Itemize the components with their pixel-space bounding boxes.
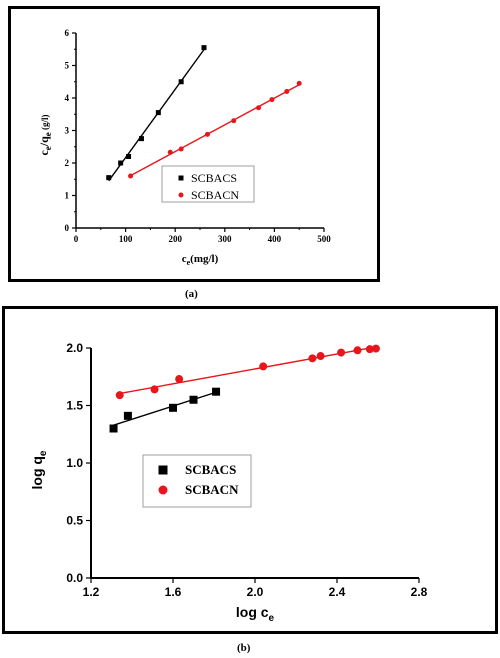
chart-a-point-scbacs <box>155 110 161 116</box>
chart-a-point-scbacs <box>138 136 144 142</box>
chart-b-legend-box <box>142 454 252 508</box>
chart-b-point-scbacn <box>115 391 124 400</box>
chart-b-x-tick-label: 1.6 <box>165 585 182 599</box>
chart-a-y-tick-label: 3 <box>65 126 70 136</box>
chart-b-point-scbacn <box>353 346 362 355</box>
chart-a-y-tick-label: 6 <box>65 28 70 38</box>
chart-b-y-tick-label: 1.5 <box>66 399 83 413</box>
chart-a-x-tick-label: 0 <box>74 234 79 244</box>
chart-a-point-scbacs <box>106 175 112 181</box>
chart-a-legend-box <box>161 165 255 203</box>
chart-b-point-scbacn <box>308 354 317 363</box>
chart-a-x-axis-label: ce(mg/l) <box>182 253 219 267</box>
chart-b-point-scbacn <box>259 362 268 371</box>
chart-b-point-scbacs <box>169 403 177 412</box>
chart-a-point-scbacn <box>167 149 173 155</box>
chart-b-x-tick-label: 2.4 <box>329 585 346 599</box>
chart-b-point-scbacn <box>365 345 374 354</box>
chart-a-point-scbacs <box>126 154 132 159</box>
chart-a-x-tick-label: 300 <box>218 234 232 244</box>
chart-a-legend-label-scbacs: SCBACS <box>191 171 237 185</box>
chart-b-legend-label-scbacn: SCBACN <box>185 482 239 497</box>
chart-b-point-scbacs <box>212 387 221 396</box>
chart-b-point-scbacn <box>175 375 184 384</box>
chart-a-legend-marker-scbacs <box>178 175 184 181</box>
chart-b-y-tick-label: 0.0 <box>66 571 83 585</box>
chart-a-point-scbacn <box>296 80 302 86</box>
chart-a-y-tick-label: 5 <box>65 61 70 71</box>
chart-b-y-tick-label: 1.0 <box>66 456 83 470</box>
chart-b-point-scbacs <box>109 424 118 433</box>
chart-b-point-scbacn <box>371 344 380 353</box>
chart-b-fit-line-scbacs <box>113 391 217 426</box>
chart-b-frame <box>2 306 498 634</box>
chart-b-legend-marker-scbacs <box>158 465 168 475</box>
chart-a-fit-line-scbacs <box>108 49 205 182</box>
chart-a-x-tick-label: 100 <box>119 234 133 244</box>
chart-a-y-axis-label: ce/qe (g/l) <box>37 114 53 155</box>
chart-a-y-tick-label: 0 <box>65 223 70 233</box>
chart-a-point-scbacs <box>118 160 124 166</box>
chart-b-legend-label-scbacs: SCBACS <box>185 462 236 477</box>
chart-a-point-scbacn <box>204 131 210 137</box>
chart-b-y-tick-label: 2.0 <box>66 341 83 355</box>
chart-a-point-scbacn <box>284 89 290 94</box>
chart-b-x-tick-label: 2.0 <box>247 585 264 599</box>
chart-a-y-tick-label: 4 <box>65 93 70 103</box>
chart-a-legend-label-scbacn: SCBACN <box>191 188 239 202</box>
chart-a-x-tick-label: 400 <box>268 234 282 244</box>
chart-b-fit-line-scbacn <box>119 346 377 395</box>
chart-a-y-tick-label: 1 <box>65 191 70 201</box>
chart-a-point-scbacs <box>178 79 184 85</box>
caption-b: (b) <box>237 642 251 654</box>
chart-a-x-tick-label: 500 <box>317 234 331 244</box>
chart-b-legend-marker-scbacn <box>158 485 168 495</box>
chart-a-point-scbacn <box>178 146 184 152</box>
chart-a-point-scbacn <box>256 105 262 111</box>
chart-a-point-scbacs <box>201 45 207 51</box>
chart-b-point-scbacn <box>150 385 159 394</box>
chart-a-point-scbacn <box>128 173 134 179</box>
chart-b-point-scbacn <box>316 352 325 361</box>
chart-a-y-tick-label: 2 <box>65 158 70 168</box>
chart-a-x-tick-label: 200 <box>168 234 182 244</box>
chart-b-point-scbacs <box>189 395 198 404</box>
chart-b-point-scbacs <box>123 411 132 420</box>
chart-b-y-tick-label: 0.5 <box>66 514 83 528</box>
chart-b-y-axis-label: log qe <box>29 450 49 489</box>
chart-b-x-tick-label: 2.8 <box>411 585 428 599</box>
chart-a-frame <box>8 6 380 282</box>
chart-a-point-scbacn <box>269 97 275 103</box>
chart-a-point-scbacn <box>231 118 237 124</box>
chart-b-x-tick-label: 1.2 <box>83 585 100 599</box>
chart-b-x-axis-label: log ce <box>236 604 275 624</box>
chart-b-point-scbacn <box>337 348 346 357</box>
chart-a-legend-marker-scbacn <box>178 192 184 198</box>
caption-a: (a) <box>185 288 198 300</box>
